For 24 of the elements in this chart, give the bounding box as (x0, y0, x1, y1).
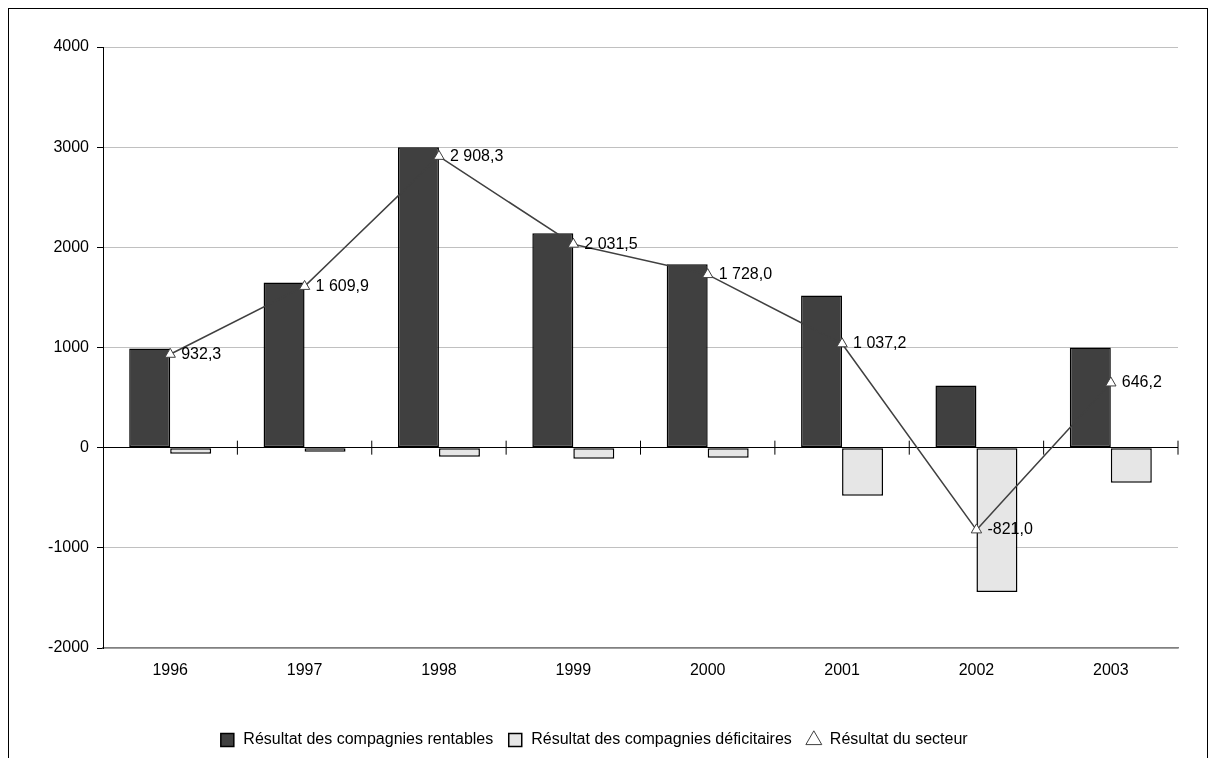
x-tick-label: 1997 (286, 661, 323, 679)
x-tick-label: 2003 (1093, 661, 1129, 679)
y-tick-label: -2000 (48, 638, 90, 656)
data-label: 1 609,9 (315, 276, 370, 294)
y-tick-label: 4000 (53, 37, 90, 55)
y-tick-label: 3000 (53, 137, 90, 155)
legend-label: Résultat des compagnies rentables (243, 730, 494, 748)
y-tick-label: 2000 (53, 237, 90, 255)
y-tick-label: 1000 (53, 337, 90, 355)
y-tick-label: 0 (80, 438, 90, 456)
legend-label: Résultat du secteur (829, 730, 969, 748)
data-label: 2 908,3 (449, 146, 504, 164)
y-tick-label: -1000 (48, 538, 90, 556)
x-tick-label: 2002 (958, 661, 995, 679)
data-label: 1 728,0 (718, 264, 773, 282)
x-tick-label: 1998 (421, 661, 457, 679)
x-tick-label: 1996 (152, 661, 189, 679)
x-tick-label: 2000 (689, 661, 726, 679)
legend-label: Résultat des compagnies déficitaires (531, 730, 792, 748)
data-label: 932,3 (181, 344, 222, 362)
x-tick-label: 1999 (555, 661, 592, 679)
x-tick-label: 2001 (824, 661, 860, 679)
data-label: 646,2 (1121, 373, 1162, 391)
data-label: 1 037,2 (853, 334, 907, 352)
